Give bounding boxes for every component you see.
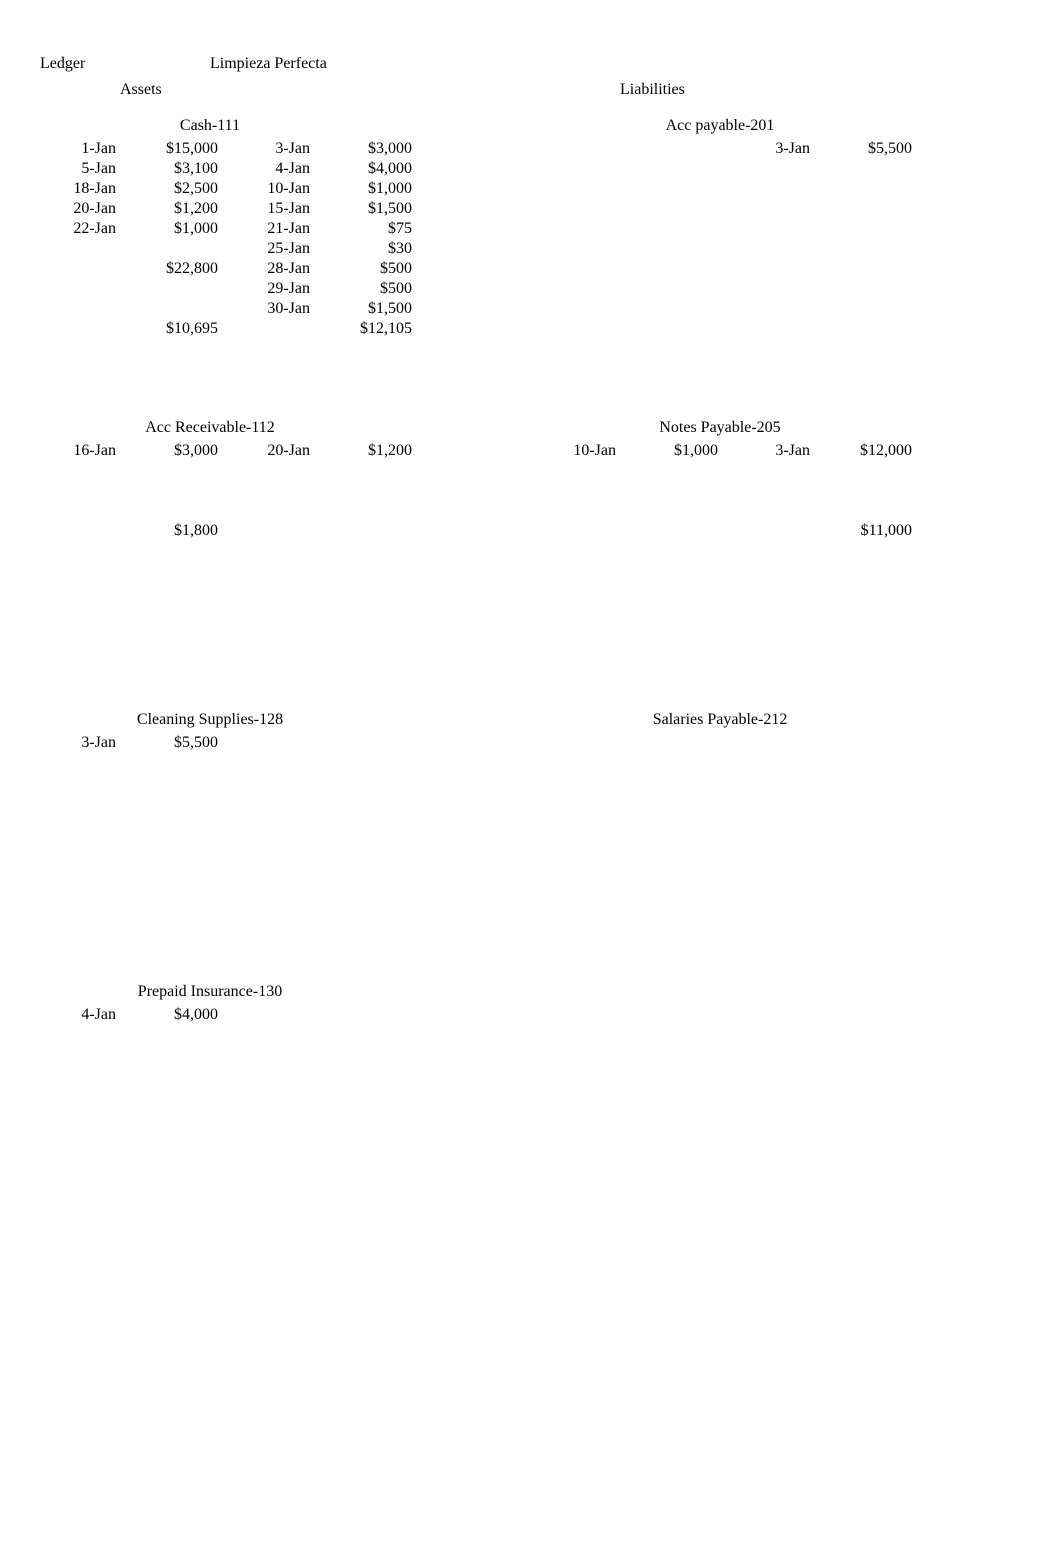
notes-payable-title: Notes Payable-205 [540, 419, 900, 437]
entry-amount: $1,000 [122, 219, 224, 239]
entry-amount: $4,000 [316, 159, 418, 179]
entry-amount: $1,000 [316, 179, 418, 199]
table-row: 4-Jan$4,000 [40, 1005, 418, 1025]
entry-date: 29-Jan [224, 279, 316, 299]
acc-payable-account: Acc payable-201 3-Jan$5,500 [540, 117, 920, 159]
debit-subtotal: $22,800 [122, 259, 224, 279]
table-row [40, 481, 418, 501]
assets-heading: Assets [40, 81, 480, 99]
salaries-payable-title: Salaries Payable-212 [540, 711, 900, 729]
acc-receivable-account: Acc Receivable-112 16-Jan$3,00020-Jan$1,… [40, 419, 480, 541]
entry-amount: $3,000 [316, 139, 418, 159]
table-row: 29-Jan$500 [40, 279, 418, 299]
table-row: 1-Jan$15,0003-Jan$3,000 [40, 139, 418, 159]
table-row: 5-Jan$3,1004-Jan$4,000 [40, 159, 418, 179]
entry-amount: $500 [316, 279, 418, 299]
entry-date: 5-Jan [40, 159, 122, 179]
entry-amount: $500 [316, 259, 418, 279]
entry-amount: $1,000 [622, 441, 724, 461]
liabilities-heading: Liabilities [480, 81, 685, 99]
debit-total: $1,800 [122, 521, 224, 541]
table-row [40, 501, 418, 521]
entry-amount: $1,200 [316, 441, 418, 461]
entry-date: 3-Jan [724, 441, 816, 461]
entry-date: 21-Jan [224, 219, 316, 239]
entry-amount: $2,500 [122, 179, 224, 199]
credit-total: $12,105 [316, 319, 418, 339]
table-row: 30-Jan$1,500 [40, 299, 418, 319]
entry-date: 10-Jan [224, 179, 316, 199]
entry-date: 3-Jan [224, 139, 316, 159]
entry-amount: $5,500 [122, 733, 224, 753]
table-row: $1,800 [40, 521, 418, 541]
entry-date: 25-Jan [224, 239, 316, 259]
table-row [40, 461, 418, 481]
entry-date: 20-Jan [40, 199, 122, 219]
cleaning-supplies-title: Cleaning Supplies-128 [40, 711, 380, 729]
entry-date: 4-Jan [224, 159, 316, 179]
table-row: 22-Jan$1,00021-Jan$75 [40, 219, 418, 239]
table-row: $22,80028-Jan$500 [40, 259, 418, 279]
entry-amount: $1,500 [316, 199, 418, 219]
entry-date: 15-Jan [224, 199, 316, 219]
table-row [540, 481, 918, 501]
acc-receivable-title: Acc Receivable-112 [40, 419, 380, 437]
entry-date: 1-Jan [40, 139, 122, 159]
entry-amount: $30 [316, 239, 418, 259]
entry-date: 4-Jan [40, 1005, 122, 1025]
table-row: 3-Jan$5,500 [540, 139, 918, 159]
entry-amount: $3,000 [122, 441, 224, 461]
entry-amount: $12,000 [816, 441, 918, 461]
table-row: 18-Jan$2,50010-Jan$1,000 [40, 179, 418, 199]
table-row: $11,000 [540, 521, 918, 541]
cash-account: Cash-111 1-Jan$15,0003-Jan$3,0005-Jan$3,… [40, 117, 480, 339]
table-row: 20-Jan$1,20015-Jan$1,500 [40, 199, 418, 219]
table-row: 10-Jan$1,0003-Jan$12,000 [540, 441, 918, 461]
entry-date: 3-Jan [724, 139, 816, 159]
cash-title: Cash-111 [40, 117, 380, 135]
table-row [540, 501, 918, 521]
entry-date: 22-Jan [40, 219, 122, 239]
salaries-payable-account: Salaries Payable-212 [540, 711, 920, 735]
entry-amount: $75 [316, 219, 418, 239]
entry-date: 16-Jan [40, 441, 122, 461]
entry-amount: $1,200 [122, 199, 224, 219]
entry-date: 3-Jan [40, 733, 122, 753]
entry-date: 18-Jan [40, 179, 122, 199]
table-row [540, 461, 918, 481]
acc-payable-title: Acc payable-201 [540, 117, 900, 135]
entry-date: 30-Jan [224, 299, 316, 319]
entry-date: 10-Jan [540, 441, 622, 461]
entry-amount: $4,000 [122, 1005, 224, 1025]
cleaning-supplies-account: Cleaning Supplies-128 3-Jan$5,500 [40, 711, 480, 753]
prepaid-insurance-account: Prepaid Insurance-130 4-Jan$4,000 [40, 983, 480, 1025]
table-row: 3-Jan$5,500 [40, 733, 418, 753]
credit-total: $11,000 [816, 521, 918, 541]
notes-payable-account: Notes Payable-205 10-Jan$1,0003-Jan$12,0… [540, 419, 920, 541]
table-row: $10,695 $12,105 [40, 319, 418, 339]
entry-date: 20-Jan [224, 441, 316, 461]
entry-amount: $3,100 [122, 159, 224, 179]
ledger-label: Ledger [40, 55, 140, 73]
debit-total: $10,695 [122, 319, 224, 339]
table-row: 25-Jan$30 [40, 239, 418, 259]
table-row: 16-Jan$3,00020-Jan$1,200 [40, 441, 418, 461]
entry-amount: $5,500 [816, 139, 918, 159]
company-name: Limpieza Perfecta [210, 55, 327, 73]
table-row [540, 733, 918, 735]
prepaid-insurance-title: Prepaid Insurance-130 [40, 983, 380, 1001]
entry-amount: $1,500 [316, 299, 418, 319]
entry-amount: $15,000 [122, 139, 224, 159]
entry-date: 28-Jan [224, 259, 316, 279]
